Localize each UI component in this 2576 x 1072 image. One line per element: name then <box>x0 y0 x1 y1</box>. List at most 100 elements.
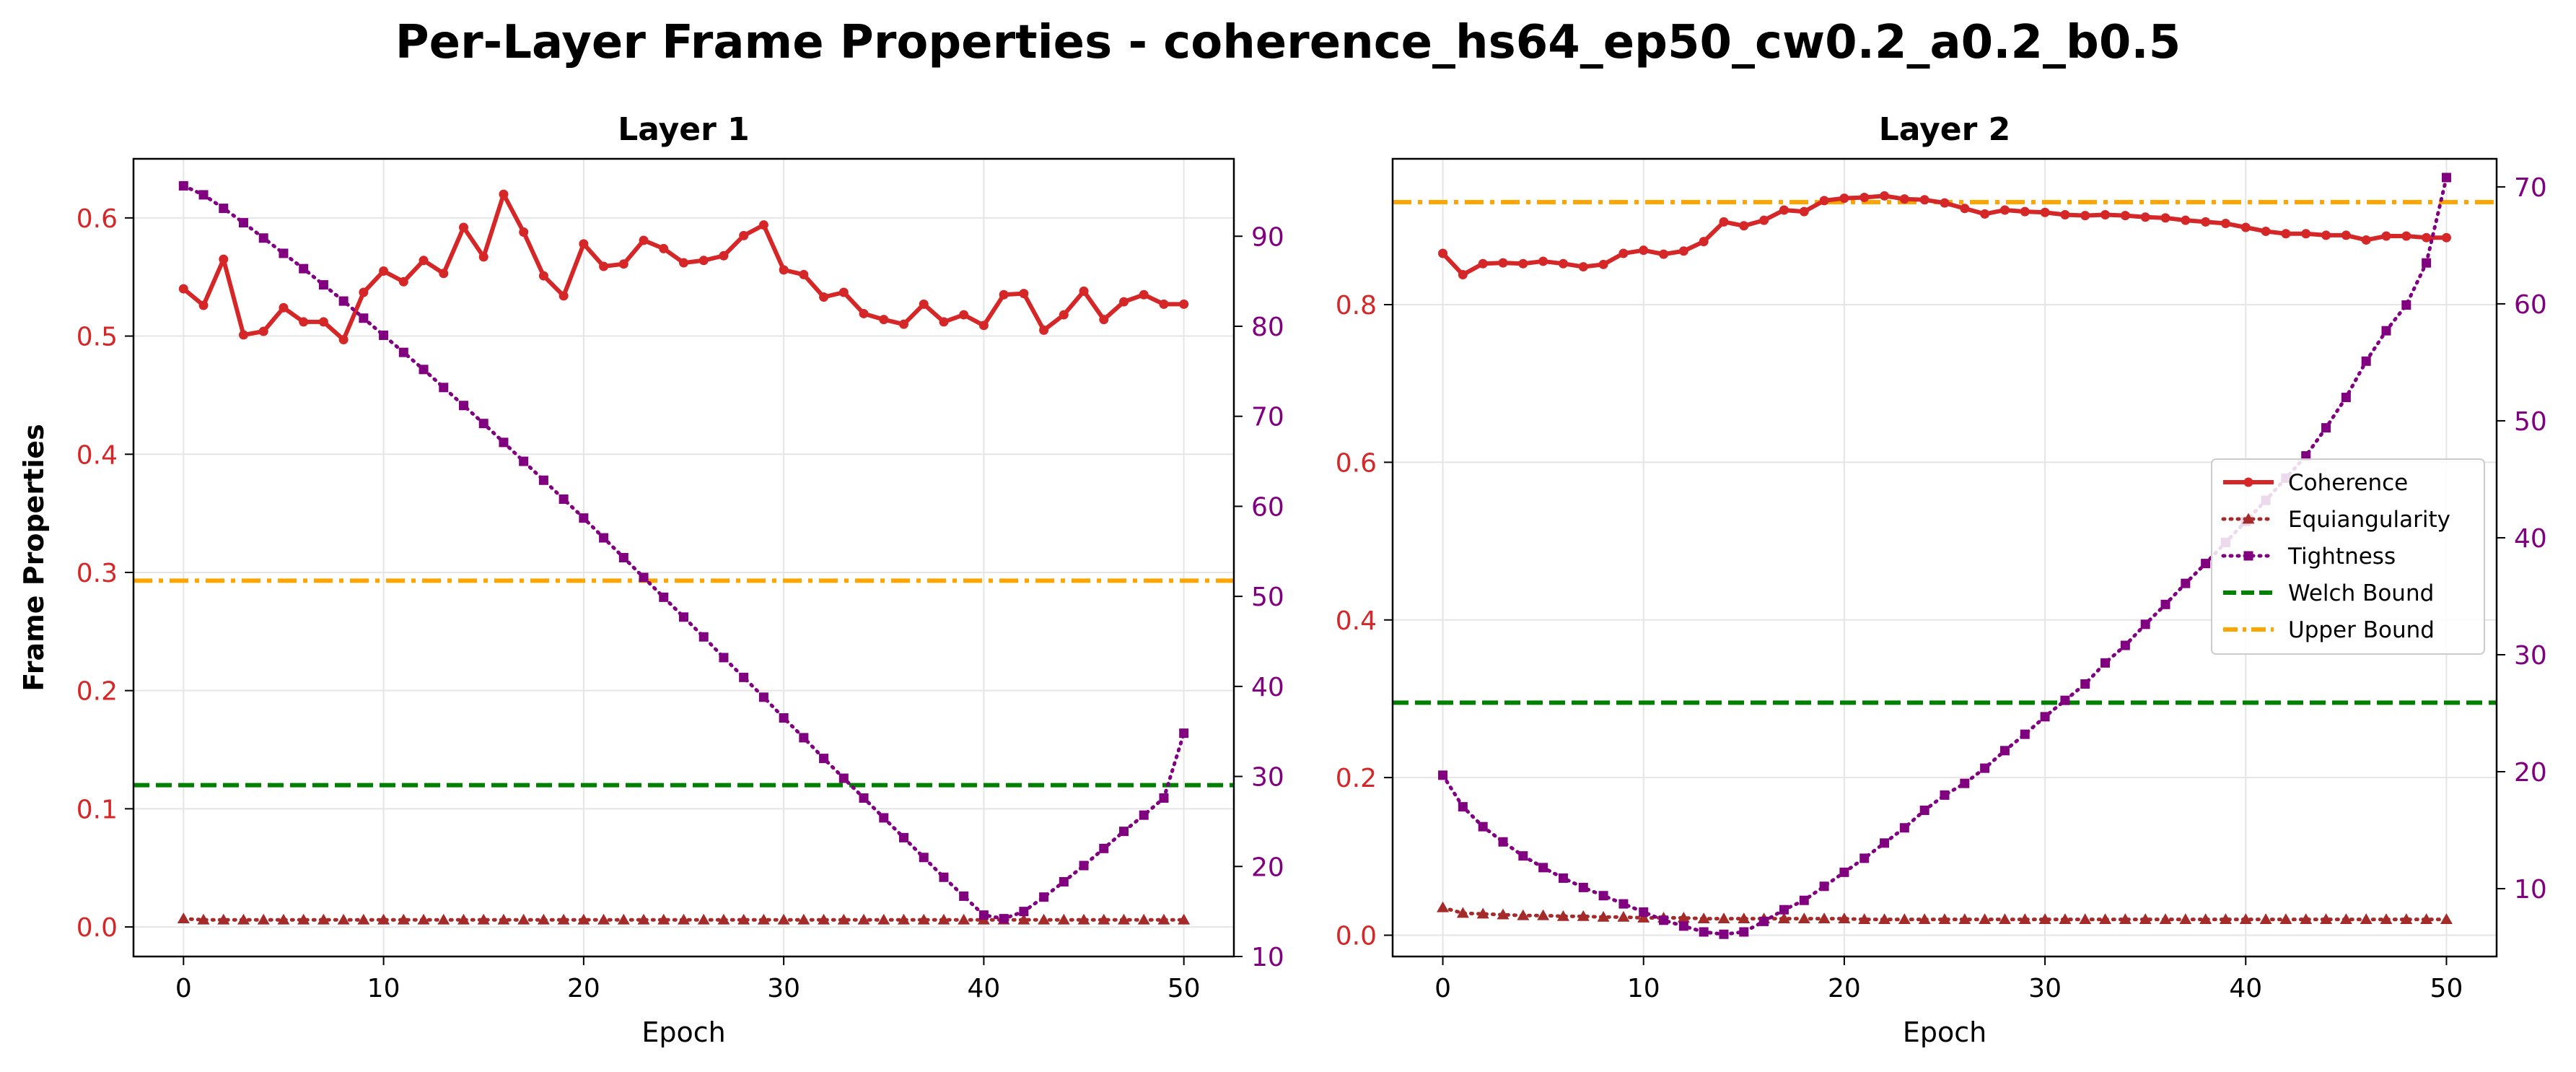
equiangularity-point <box>1098 913 1110 925</box>
x-axis-label: Epoch <box>641 1016 725 1048</box>
equiangularity-point <box>1738 912 1751 923</box>
tightness-point <box>879 813 889 823</box>
y-tick-label: 0.1 <box>76 795 118 824</box>
coherence-point <box>2100 210 2111 220</box>
tightness-point <box>178 180 188 191</box>
legend-label: Equiangularity <box>2288 507 2450 533</box>
coherence-point <box>1079 286 1089 296</box>
equiangularity-point <box>2079 913 2092 925</box>
tightness-point <box>799 733 809 743</box>
y2-tick-label: 30 <box>1251 763 1284 793</box>
equiangularity-point <box>2320 913 2333 925</box>
x-tick-label: 40 <box>2229 974 2262 1003</box>
tightness-point <box>1839 867 1849 877</box>
equiangularity-point <box>1038 913 1051 925</box>
coherence-point <box>2140 212 2150 222</box>
coherence-point <box>1639 245 1649 256</box>
y-tick-label: 0.6 <box>76 204 118 234</box>
coherence-point <box>1019 289 1029 299</box>
coherence-point <box>978 321 989 331</box>
tightness-point <box>1139 810 1149 820</box>
legend: Coherence Equiangularity Tightness Welch Bo… <box>2211 458 2485 655</box>
equiangularity-series-line <box>1441 905 2448 922</box>
tightness-point <box>219 204 229 214</box>
coherence-point <box>1558 258 1568 269</box>
equiangularity-point <box>877 913 890 925</box>
coherence-point <box>2020 206 2030 217</box>
equiangularity-point <box>757 913 770 925</box>
y-axis-label: Frame Properties <box>18 424 50 692</box>
x-tick-label: 50 <box>2430 974 2463 1003</box>
coherence-point <box>1538 256 1548 266</box>
coherence-point <box>178 284 188 294</box>
tightness-point <box>198 190 209 200</box>
tightness-point <box>779 713 789 723</box>
equiangularity-point <box>917 913 930 925</box>
coherence-point <box>299 317 309 327</box>
equiangularity-point <box>717 913 730 925</box>
equiangularity-point <box>2440 913 2453 925</box>
y2-tick-label: 20 <box>1251 853 1284 882</box>
tightness-point <box>959 891 969 901</box>
equiangularity-point <box>797 913 810 925</box>
coherence-point <box>2261 226 2271 236</box>
coherence-point <box>1739 221 1749 231</box>
equiangularity-point <box>337 913 350 925</box>
coherence-point <box>1119 297 1129 307</box>
equiangularity-point <box>898 913 910 925</box>
y-tick-label: 0.8 <box>1336 291 1377 321</box>
legend-marker <box>2243 477 2253 487</box>
y2-tick-label: 20 <box>2514 758 2547 788</box>
coherence-point <box>719 250 729 261</box>
coherence-point <box>1458 270 1468 280</box>
tightness-point <box>239 218 248 228</box>
coherence-point <box>279 302 289 313</box>
tightness-point <box>1159 793 1169 803</box>
equiangularity-point <box>1497 908 1510 920</box>
tightness-point <box>698 632 709 642</box>
equiangularity-point <box>737 913 750 925</box>
tightness-point <box>478 419 489 429</box>
legend-label: Coherence <box>2288 470 2408 496</box>
equiangularity-point <box>417 913 430 925</box>
coherence-point <box>2181 215 2191 225</box>
y-tick-label: 0.3 <box>76 559 118 588</box>
tightness-point <box>1940 790 1950 800</box>
tightness-point <box>318 280 328 290</box>
tightness-point <box>1518 851 1528 861</box>
equiangularity-point <box>2339 913 2352 925</box>
coherence-point <box>879 315 889 325</box>
tightness-point <box>939 872 949 882</box>
equiangularity-point <box>477 913 490 925</box>
coherence-point <box>2281 229 2291 239</box>
plot-frame <box>1391 157 2498 958</box>
coherence-point <box>2160 213 2170 223</box>
equiangularity-point <box>1717 912 1730 923</box>
equiangularity-point <box>377 913 390 925</box>
tightness-point <box>1179 728 1189 738</box>
tightness-point <box>538 475 548 485</box>
equiangularity-point <box>2119 913 2132 925</box>
tightness-point <box>1598 891 1608 901</box>
equiangularity-point <box>177 912 190 923</box>
equiangularity-point <box>2360 913 2373 925</box>
coherence-point <box>1980 209 1990 219</box>
equiangularity-point <box>617 913 630 925</box>
tightness-point <box>1880 838 1890 848</box>
equiangularity-point <box>2300 913 2313 925</box>
coherence-point <box>538 271 548 281</box>
coherence-point <box>499 189 509 199</box>
x-tick-label: 0 <box>1434 974 1451 1003</box>
tightness-point <box>739 672 749 682</box>
coherence-point <box>2240 222 2251 232</box>
y-tick-label: 0.2 <box>76 677 118 707</box>
tightness-point <box>719 653 729 663</box>
coherence-point <box>1899 194 1909 204</box>
equiangularity-point <box>577 913 590 925</box>
tightness-point <box>1538 863 1548 873</box>
coherence-point <box>1438 248 1448 258</box>
equiangularity-point <box>1057 913 1070 925</box>
coherence-point <box>599 261 609 271</box>
coherence-point <box>739 230 749 240</box>
equiangularity-point <box>537 913 550 925</box>
